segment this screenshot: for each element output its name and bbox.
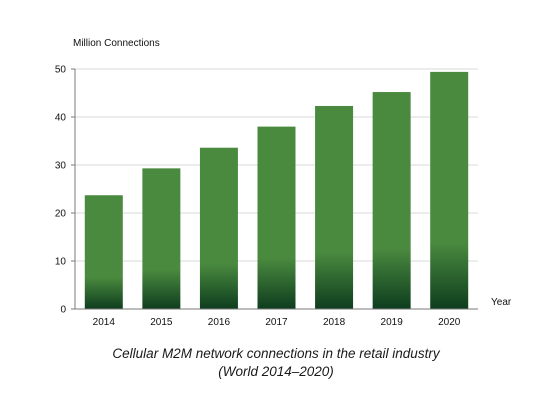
bar-2015 — [142, 168, 181, 309]
bar-2017 — [257, 126, 296, 309]
y-tick-label: 0 — [60, 305, 66, 316]
y-tick-label: 10 — [55, 257, 67, 268]
x-tick-label: 2015 — [150, 317, 173, 328]
x-tick-label: 2014 — [93, 317, 116, 328]
chart-caption: Cellular M2M network connections in the … — [0, 345, 552, 381]
y-axis-label: Million Connections — [73, 38, 160, 49]
y-tick-label: 50 — [55, 65, 67, 76]
caption-line-1: Cellular M2M network connections in the … — [112, 346, 440, 361]
bar-2019 — [372, 92, 411, 309]
x-tick-label: 2019 — [381, 317, 404, 328]
caption-line-2: (World 2014–2020) — [218, 364, 334, 379]
x-tick-label: 2016 — [208, 317, 231, 328]
y-tick-label: 40 — [55, 113, 67, 124]
bar-2018 — [315, 105, 354, 310]
x-axis-label: Year — [491, 297, 512, 308]
x-tick-label: 2018 — [323, 317, 346, 328]
bar-2020 — [430, 71, 469, 309]
bar-2016 — [199, 147, 238, 309]
bar-2014 — [84, 195, 123, 309]
y-tick-label: 30 — [55, 161, 67, 172]
x-tick-label: 2020 — [438, 317, 461, 328]
x-tick-label: 2017 — [265, 317, 288, 328]
y-tick-label: 20 — [55, 209, 67, 220]
